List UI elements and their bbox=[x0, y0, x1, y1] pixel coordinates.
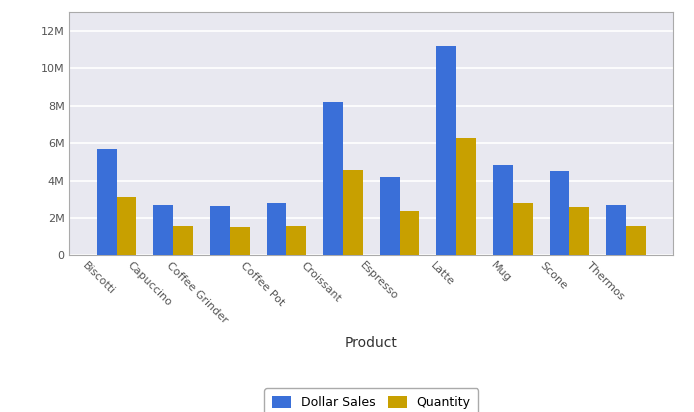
Bar bbox=[323, 102, 343, 255]
Bar bbox=[550, 171, 569, 255]
Legend: Dollar Sales, Quantity: Dollar Sales, Quantity bbox=[264, 388, 478, 412]
Bar bbox=[153, 205, 174, 255]
Bar bbox=[97, 149, 117, 255]
Bar bbox=[380, 177, 400, 255]
Bar bbox=[174, 227, 193, 255]
X-axis label: Product: Product bbox=[345, 336, 398, 350]
Bar bbox=[117, 197, 137, 255]
Bar bbox=[287, 225, 306, 255]
Bar bbox=[437, 46, 456, 255]
Bar bbox=[210, 206, 230, 255]
Bar bbox=[266, 203, 287, 255]
Bar bbox=[569, 207, 589, 255]
Bar bbox=[606, 205, 626, 255]
Bar bbox=[626, 227, 645, 255]
Bar bbox=[343, 171, 363, 255]
Bar bbox=[513, 203, 532, 255]
Bar bbox=[456, 138, 476, 255]
Bar bbox=[230, 227, 250, 255]
Bar bbox=[400, 211, 419, 255]
Bar bbox=[493, 165, 513, 255]
